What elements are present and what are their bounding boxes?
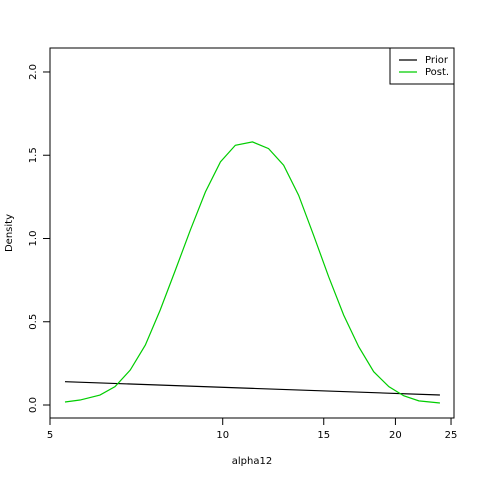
legend-label: Post. [425,67,449,78]
x-tick-label: 20 [389,430,402,441]
y-tick-label: 1.0 [28,231,39,247]
series-line [64,381,440,396]
series-line [64,141,440,404]
y-tick-label: 2.0 [28,64,39,80]
x-tick-label: 25 [445,430,458,441]
x-tick-label: 15 [317,430,330,441]
x-tick-label: 10 [216,430,229,441]
y-axis-label: Density [4,214,15,252]
y-tick-label: 1.5 [28,147,39,163]
x-tick-label: 5 [47,430,53,441]
y-tick-label: 0.0 [28,397,39,413]
legend-box [389,47,455,85]
x-axis-label: alpha12 [232,456,272,467]
legend-label: Prior [425,55,449,66]
y-tick-label: 0.5 [28,314,39,330]
plot-box [49,47,455,419]
